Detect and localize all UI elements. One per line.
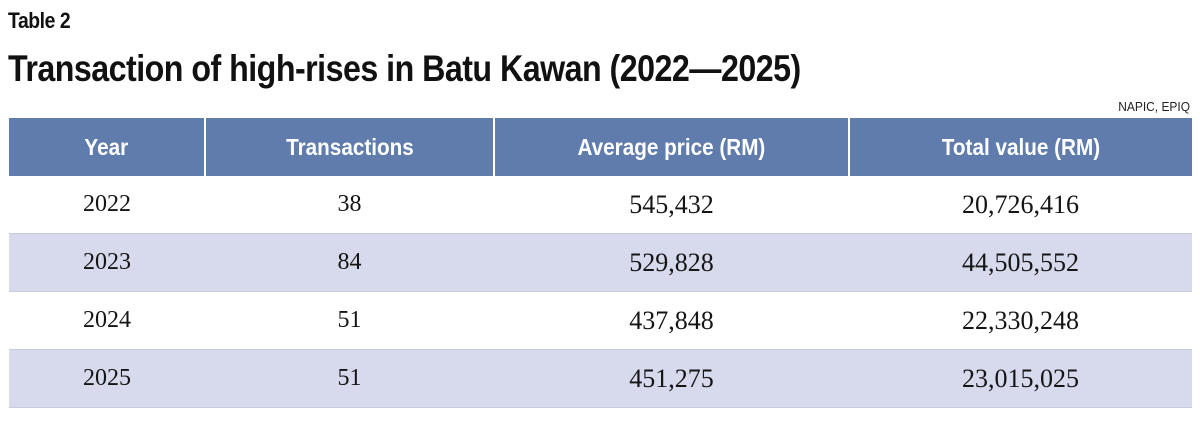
column-header-label: Average price (RM): [577, 133, 766, 160]
cell-year: 2022: [9, 176, 205, 234]
table-row: 2025 51 451,275 23,015,025: [9, 349, 1192, 408]
column-header-year: Year: [9, 118, 205, 176]
cell-average-price: 529,828: [494, 233, 849, 292]
column-header-label: Transactions: [285, 133, 414, 160]
cell-year: 2025: [9, 349, 205, 408]
column-header-total-value: Total value (RM): [848, 118, 1192, 176]
cell-year: 2023: [9, 233, 205, 292]
cell-transactions: 38: [205, 176, 494, 234]
cell-year: 2024: [9, 291, 205, 350]
table-row: 2024 51 437,848 22,330,248: [9, 291, 1192, 350]
cell-average-price: 545,432: [494, 176, 849, 234]
column-header-average-price: Average price (RM): [493, 118, 849, 176]
cell-total-value: 44,505,552: [849, 233, 1192, 292]
cell-average-price: 451,275: [494, 349, 849, 408]
source-credit: NAPIC, EPIQ: [1118, 99, 1190, 114]
table-title: Transaction of high-rises in Batu Kawan …: [8, 48, 801, 89]
table-row: 2023 84 529,828 44,505,552: [9, 233, 1192, 292]
cell-total-value: 22,330,248: [849, 291, 1192, 350]
cell-average-price: 437,848: [494, 291, 849, 350]
column-header-label: Total value (RM): [941, 133, 1101, 160]
cell-transactions: 51: [205, 291, 494, 350]
cell-transactions: 51: [205, 349, 494, 408]
cell-total-value: 23,015,025: [849, 349, 1192, 408]
header-row: Year Transactions Average price (RM) Tot…: [9, 118, 1192, 176]
table-row: 2022 38 545,432 20,726,416: [9, 176, 1192, 234]
column-header-transactions: Transactions: [204, 118, 494, 176]
column-header-label: Year: [84, 133, 129, 160]
table-number: Table 2: [8, 8, 71, 33]
cell-total-value: 20,726,416: [849, 176, 1192, 234]
cell-transactions: 84: [205, 233, 494, 292]
data-table: Year Transactions Average price (RM) Tot…: [9, 118, 1192, 408]
